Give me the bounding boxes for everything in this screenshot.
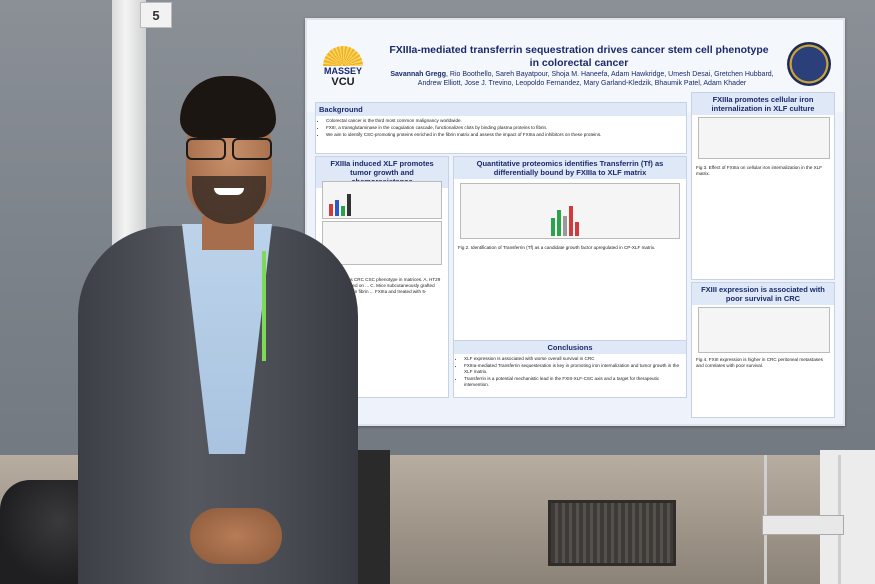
- glasses-icon: [186, 138, 272, 160]
- line-figure: [322, 221, 442, 265]
- background-section: Background Colorectal cancer is the thir…: [315, 102, 687, 154]
- survival-figure: [698, 307, 830, 353]
- massey-vcu-logo: MASSEY VCU: [317, 46, 369, 98]
- lanyard: [262, 251, 266, 361]
- middle-results-section: Quantitative proteomics identifies Trans…: [453, 156, 687, 358]
- poster-title: FXIIIa-mediated transferrin sequestratio…: [389, 44, 769, 69]
- clasped-hands: [190, 508, 282, 564]
- proteomics-figure: [460, 183, 680, 239]
- folding-chair: [742, 455, 844, 584]
- hair: [180, 76, 276, 138]
- poster-authors: Savannah Gregg, Rio Boothello, Sareh Bay…: [390, 71, 774, 87]
- booth-number-sign: 5: [140, 2, 172, 28]
- bar-figure: [322, 181, 442, 219]
- research-poster: MASSEY VCU FXIIIa-mediated transferrin s…: [305, 18, 845, 426]
- right-bottom-section: FXIII expression is associated with poor…: [691, 282, 835, 418]
- floor-grate: [548, 500, 676, 566]
- smile: [214, 188, 244, 195]
- presenter: [78, 76, 358, 584]
- conclusions-section: Conclusions XLF expression is associated…: [453, 340, 687, 398]
- right-top-section: FXIIIa promotes cellular iron internaliz…: [691, 92, 835, 280]
- flow-cytometry-figure: [698, 117, 830, 159]
- va-seal-logo: [787, 42, 831, 86]
- poster-header: MASSEY VCU FXIIIa-mediated transferrin s…: [307, 20, 843, 112]
